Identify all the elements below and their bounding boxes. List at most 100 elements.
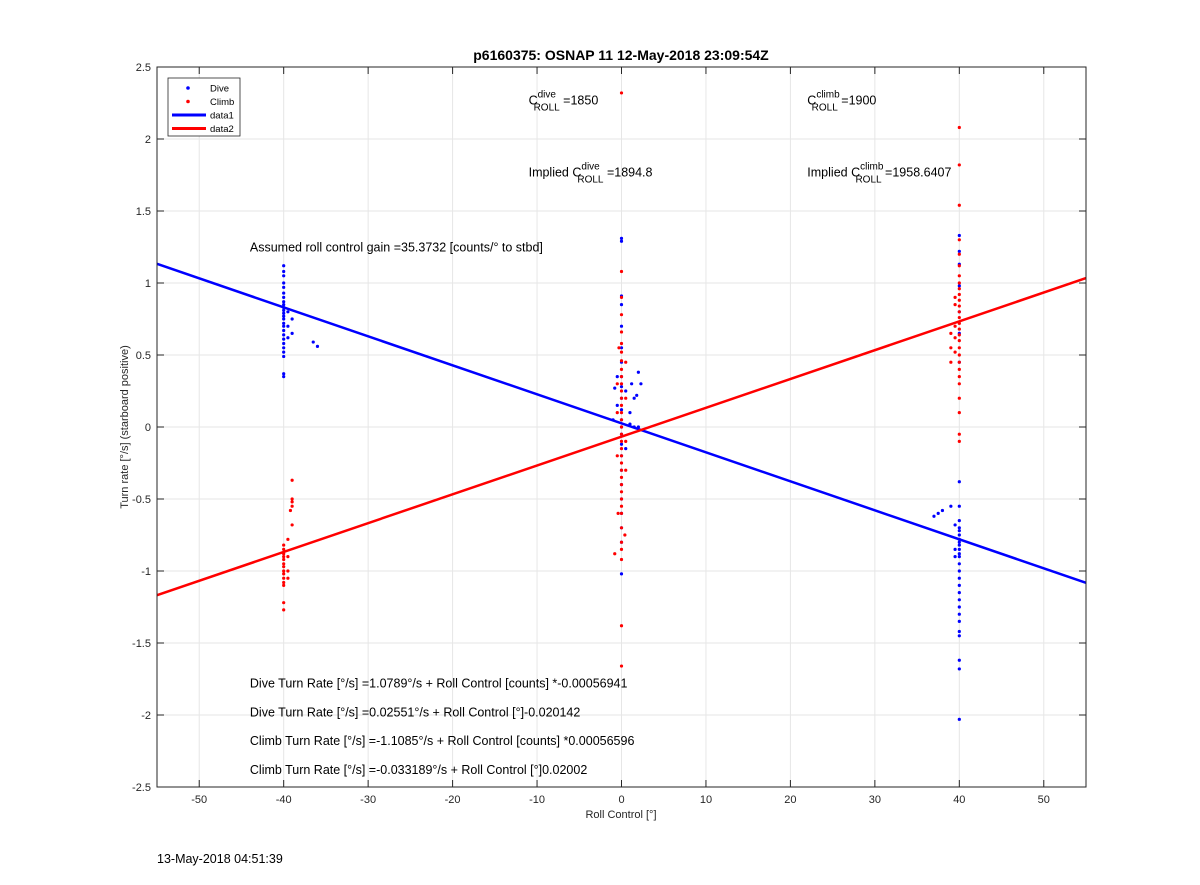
- point-climb: [957, 203, 961, 207]
- point-climb: [282, 569, 286, 573]
- point-climb: [957, 439, 961, 443]
- point-climb: [953, 303, 957, 307]
- point-dive: [282, 341, 286, 346]
- point-dive: [613, 386, 617, 390]
- point-climb: [619, 557, 624, 562]
- point-dive: [615, 403, 619, 407]
- y-tick-label: -0.5: [132, 494, 151, 506]
- chart-title: p6160375: OSNAP 11 12-May-2018 23:09:54Z: [473, 47, 769, 63]
- point-dive: [619, 408, 624, 412]
- point-climb: [290, 500, 294, 504]
- y-tick-label: -1: [141, 566, 151, 578]
- point-dive: [953, 555, 957, 559]
- point-dive: [282, 295, 286, 299]
- point-dive: [957, 598, 961, 602]
- point-climb: [619, 382, 624, 386]
- point-climb: [619, 624, 624, 628]
- point-dive: [957, 634, 961, 638]
- point-dive: [282, 303, 286, 307]
- point-climb: [282, 552, 286, 556]
- point-climb: [619, 411, 624, 415]
- point-dive: [957, 583, 961, 588]
- point-climb: [949, 346, 953, 350]
- point-climb: [624, 439, 628, 443]
- point-dive: [282, 269, 286, 274]
- point-dive: [282, 337, 286, 341]
- point-dive: [282, 317, 286, 321]
- point-climb: [619, 359, 624, 363]
- point-climb: [624, 468, 628, 472]
- point-climb: [957, 125, 961, 130]
- point-climb: [953, 324, 957, 328]
- x-tick-label: 30: [869, 794, 881, 806]
- y-axis-label: Turn rate [°/s] (starboard positive): [119, 345, 131, 509]
- point-climb: [619, 490, 624, 494]
- y-tick-label: -2: [141, 710, 151, 722]
- annotation-c_dive: Cdive ROLL =1850: [529, 89, 599, 113]
- fit-lines: [156, 262, 1087, 597]
- point-climb: [290, 497, 294, 501]
- point-dive: [953, 523, 957, 527]
- point-dive: [957, 552, 961, 556]
- point-climb: [619, 475, 624, 479]
- point-climb: [282, 557, 286, 562]
- point-dive: [282, 321, 286, 325]
- point-dive: [957, 533, 961, 537]
- point-climb: [619, 540, 624, 544]
- point-climb: [953, 350, 957, 354]
- point-dive: [619, 303, 624, 307]
- point-climb: [949, 360, 953, 364]
- point-climb: [282, 543, 286, 547]
- point-climb: [282, 572, 286, 576]
- x-tick-label: 40: [953, 794, 965, 806]
- point-climb: [957, 252, 961, 256]
- point-climb: [619, 269, 624, 274]
- y-tick-label: 1: [145, 278, 151, 290]
- point-climb: [615, 454, 619, 458]
- point-climb: [619, 295, 624, 299]
- point-climb: [957, 375, 961, 379]
- point-dive: [282, 372, 286, 376]
- point-dive: [282, 305, 286, 310]
- point-climb: [957, 163, 961, 167]
- point-climb: [623, 533, 627, 537]
- point-dive: [957, 480, 961, 484]
- point-dive: [282, 314, 286, 318]
- point-dive: [615, 375, 619, 379]
- point-climb: [619, 330, 624, 334]
- point-dive: [282, 311, 286, 315]
- point-dive: [957, 537, 961, 541]
- point-climb: [282, 565, 286, 569]
- point-dive: [282, 346, 286, 350]
- point-climb: [619, 511, 624, 515]
- point-climb: [619, 389, 624, 393]
- annotation-implied_climb: Implied Cclimb ROLL =1958.6407: [807, 161, 951, 185]
- legend: Dive Climb data1 data2: [167, 77, 241, 137]
- point-dive: [936, 511, 940, 515]
- point-dive: [957, 249, 961, 253]
- point-dive: [632, 425, 636, 429]
- point-dive: [628, 422, 632, 426]
- y-tick-label: 2.5: [136, 62, 151, 74]
- point-climb: [957, 310, 961, 314]
- point-dive: [957, 717, 961, 721]
- annotation-implied_dive: Implied Cdive ROLL =1894.8: [529, 161, 653, 185]
- point-climb: [286, 537, 290, 541]
- legend-marker-climb: [186, 99, 190, 104]
- point-dive: [619, 385, 624, 389]
- point-dive: [949, 504, 953, 508]
- point-climb: [619, 396, 624, 400]
- axis-ticks: -50 -40 -30 -20 -10 0 10 20 30 40 50-2.5-2-1.5-1-0…: [132, 62, 1086, 806]
- point-dive: [940, 508, 945, 513]
- point-climb: [282, 601, 286, 605]
- point-climb: [957, 432, 961, 436]
- print-timestamp: 13-May-2018 04:51:39: [157, 852, 283, 866]
- point-climb: [957, 396, 961, 400]
- y-tick-label: -1.5: [132, 638, 151, 650]
- point-climb: [288, 508, 293, 513]
- point-dive: [957, 547, 961, 552]
- point-dive: [282, 333, 286, 337]
- point-climb: [282, 576, 286, 580]
- point-climb: [619, 367, 624, 371]
- point-climb: [619, 497, 624, 501]
